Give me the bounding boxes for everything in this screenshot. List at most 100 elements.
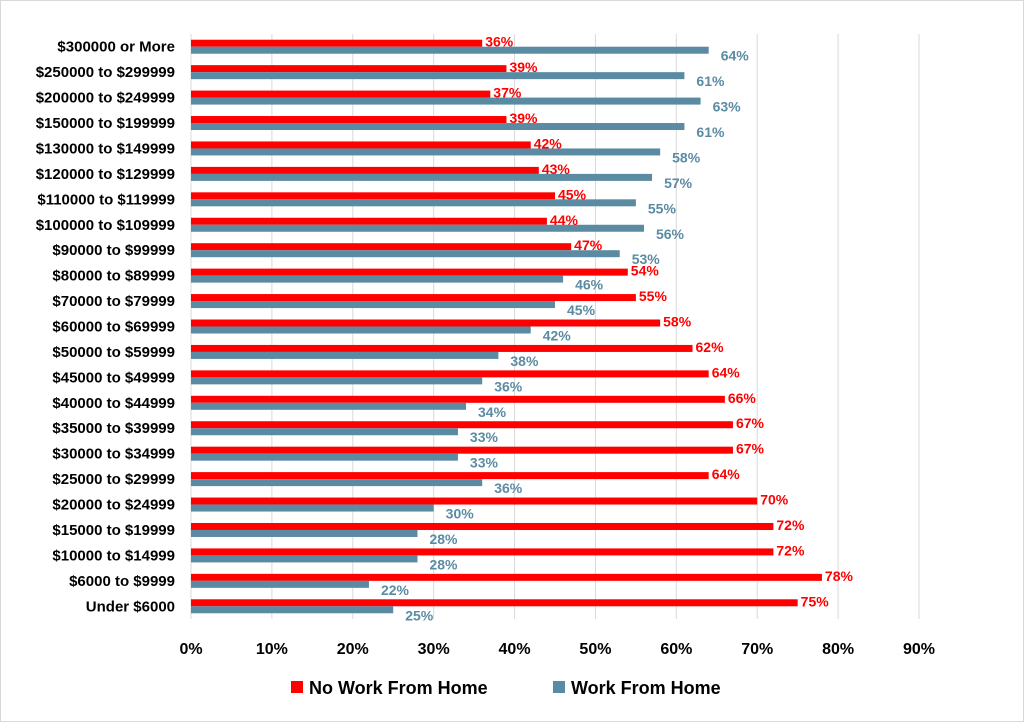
bar-wfh xyxy=(191,224,644,232)
legend-swatch-wfh xyxy=(553,681,565,693)
bar-no-wfh xyxy=(191,268,628,276)
bar-no-wfh xyxy=(191,370,709,378)
category-label: $300000 or More xyxy=(57,39,175,56)
bar-wfh xyxy=(191,529,418,537)
data-label-no-wfh: 37% xyxy=(493,85,522,101)
category-labels: $300000 or More $250000 to $299999 $200000… xyxy=(36,39,175,616)
data-label-wfh: 64% xyxy=(721,48,750,64)
data-label-wfh: 57% xyxy=(664,175,693,191)
category-label: $120000 to $129999 xyxy=(36,166,175,183)
data-label-no-wfh: 47% xyxy=(574,237,603,253)
data-label-no-wfh: 62% xyxy=(696,339,725,355)
category-label: $150000 to $199999 xyxy=(36,115,175,132)
bar-no-wfh xyxy=(191,599,798,607)
category-label: $90000 to $99999 xyxy=(52,242,175,259)
data-label-no-wfh: 67% xyxy=(736,415,765,431)
data-label-no-wfh: 45% xyxy=(558,186,587,202)
data-label-wfh: 28% xyxy=(429,556,458,572)
bars-group: 36% 64% 39% 61% 37% 63% 39% 61% 42% 58% 43% 57% 45% 5… xyxy=(191,34,854,623)
data-label-wfh: 33% xyxy=(470,455,499,471)
bar-wfh xyxy=(191,479,483,487)
data-label-wfh: 25% xyxy=(405,607,434,623)
data-label-no-wfh: 64% xyxy=(712,364,741,380)
bar-no-wfh xyxy=(191,395,725,403)
bar-no-wfh xyxy=(191,497,758,505)
legend-label-no-wfh: No Work From Home xyxy=(309,678,488,698)
bar-wfh xyxy=(191,580,369,588)
data-label-no-wfh: 44% xyxy=(550,212,579,228)
x-tick-label: 10% xyxy=(256,641,288,658)
bar-wfh xyxy=(191,275,564,283)
x-tick-label: 0% xyxy=(179,641,202,658)
x-tick-label: 50% xyxy=(579,641,611,658)
bar-no-wfh xyxy=(191,39,483,47)
x-tick-label: 40% xyxy=(499,641,531,658)
bar-no-wfh xyxy=(191,472,709,480)
data-label-no-wfh: 42% xyxy=(534,135,563,151)
data-label-no-wfh: 54% xyxy=(631,263,660,279)
category-label: $50000 to $59999 xyxy=(52,344,175,361)
bar-no-wfh xyxy=(191,344,693,352)
category-label: $110000 to $119999 xyxy=(37,191,175,208)
category-label: $6000 to $9999 xyxy=(69,573,175,590)
bar-no-wfh xyxy=(191,421,733,429)
bar-no-wfh xyxy=(191,522,774,530)
data-label-wfh: 38% xyxy=(510,353,539,369)
data-label-no-wfh: 58% xyxy=(663,314,692,330)
data-label-wfh: 30% xyxy=(446,506,475,522)
category-label: $200000 to $249999 xyxy=(36,90,175,107)
bar-no-wfh xyxy=(191,141,531,149)
bar-wfh xyxy=(191,148,661,156)
category-label: $80000 to $89999 xyxy=(52,268,175,285)
bar-wfh xyxy=(191,555,418,563)
data-label-wfh: 53% xyxy=(632,251,661,267)
x-tick-label: 70% xyxy=(741,641,773,658)
x-tick-label: 80% xyxy=(822,641,854,658)
data-label-no-wfh: 78% xyxy=(825,568,854,584)
bar-wfh xyxy=(191,606,394,614)
category-label: $45000 to $49999 xyxy=(52,369,175,386)
bar-wfh xyxy=(191,326,531,334)
data-label-wfh: 63% xyxy=(713,99,742,115)
x-tick-label: 90% xyxy=(903,641,935,658)
data-label-wfh: 46% xyxy=(575,277,604,293)
data-label-wfh: 45% xyxy=(567,302,596,318)
data-label-wfh: 56% xyxy=(656,226,685,242)
bar-wfh xyxy=(191,123,685,131)
category-label: $130000 to $149999 xyxy=(36,140,175,157)
x-tick-labels: 0% 10% 20% 30% 40% 50% 60% 70% 80% 90% xyxy=(179,641,935,658)
data-label-wfh: 28% xyxy=(429,531,458,547)
data-label-no-wfh: 66% xyxy=(728,390,757,406)
data-label-no-wfh: 70% xyxy=(760,492,789,508)
data-label-wfh: 36% xyxy=(494,378,523,394)
category-label: $15000 to $19999 xyxy=(52,522,175,539)
data-label-wfh: 58% xyxy=(672,149,701,165)
category-label: $250000 to $299999 xyxy=(36,64,175,81)
bar-no-wfh xyxy=(191,548,774,556)
legend-label-wfh: Work From Home xyxy=(571,678,721,698)
bar-no-wfh xyxy=(191,166,539,174)
data-label-no-wfh: 36% xyxy=(485,34,514,50)
bar-no-wfh xyxy=(191,217,547,225)
bar-no-wfh xyxy=(191,446,733,454)
category-label: $100000 to $109999 xyxy=(36,217,175,234)
data-label-no-wfh: 39% xyxy=(509,59,538,75)
data-label-no-wfh: 43% xyxy=(542,161,571,177)
data-label-no-wfh: 75% xyxy=(801,593,830,609)
bar-no-wfh xyxy=(191,65,507,73)
bar-no-wfh xyxy=(191,90,491,98)
category-label: $60000 to $69999 xyxy=(52,319,175,336)
data-label-wfh: 34% xyxy=(478,404,507,420)
x-tick-label: 60% xyxy=(660,641,692,658)
legend-swatch-no-wfh xyxy=(291,681,303,693)
legend: No Work From Home Work From Home xyxy=(291,678,721,698)
category-label: $20000 to $24999 xyxy=(52,497,175,514)
category-label: $30000 to $34999 xyxy=(52,446,175,463)
bar-no-wfh xyxy=(191,294,636,302)
bar-wfh xyxy=(191,199,636,207)
bar-wfh xyxy=(191,428,458,436)
category-label: $10000 to $14999 xyxy=(52,547,175,564)
bar-no-wfh xyxy=(191,573,822,581)
